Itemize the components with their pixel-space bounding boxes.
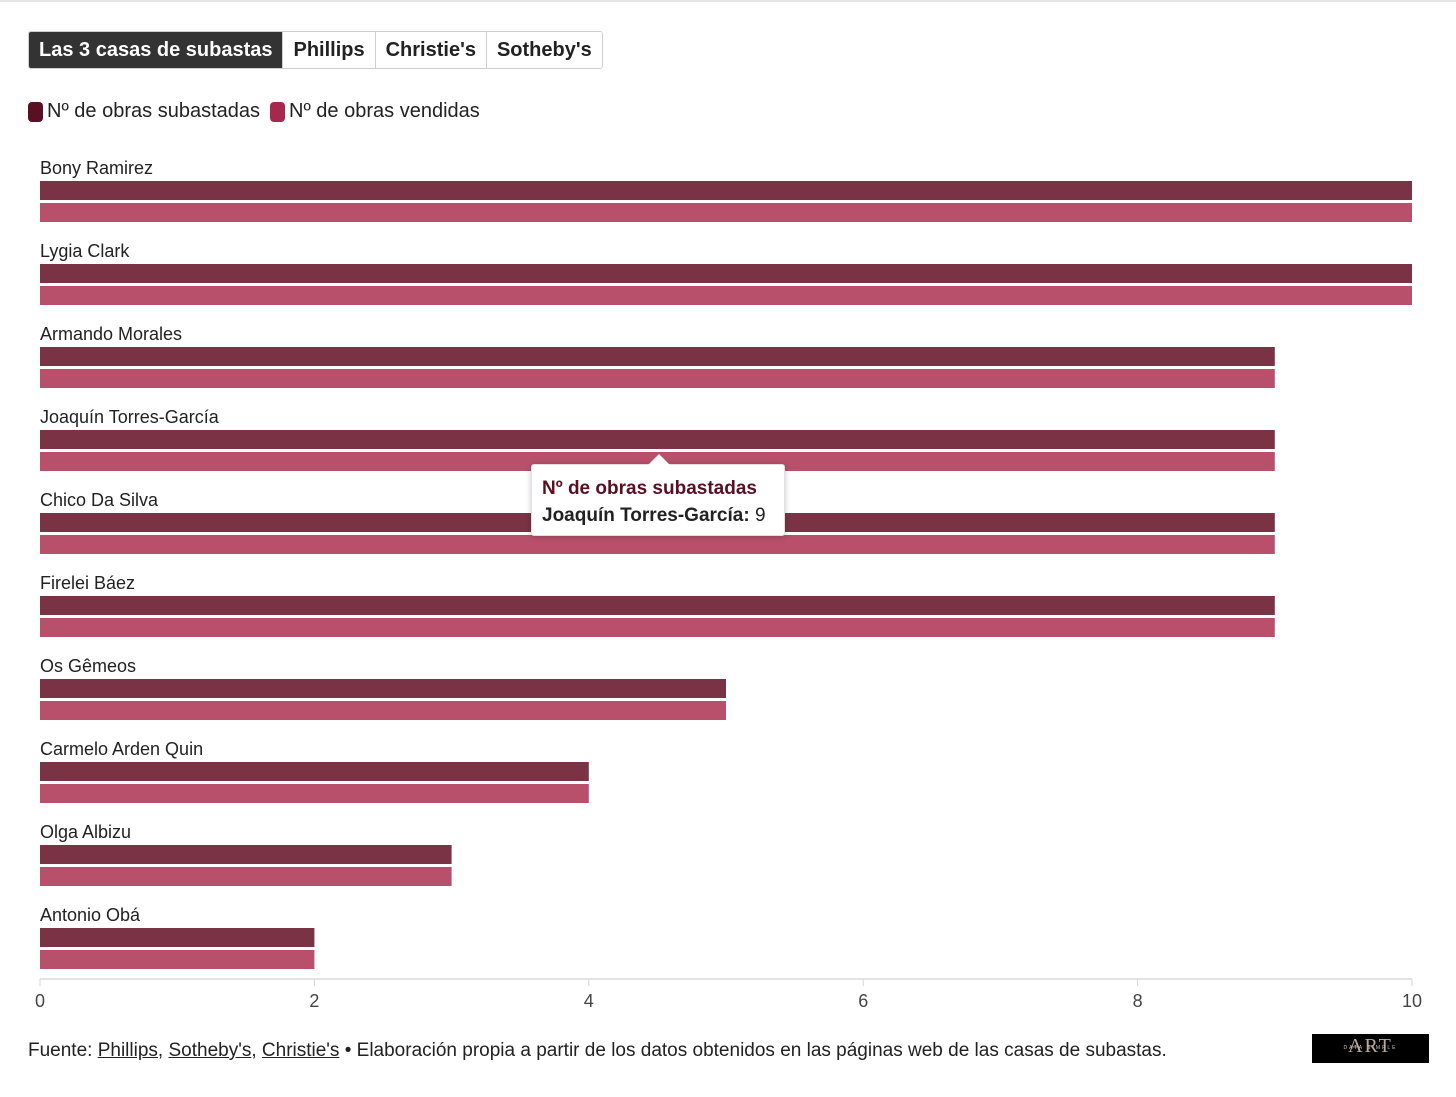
tab-bar: Las 3 casas de subastas Phillips Christi… [28, 31, 603, 69]
logo-sub-text: DATA SIMPLE [1343, 1045, 1398, 1051]
legend-swatch-subastadas [28, 101, 43, 122]
logo-main-text: ART [1348, 1035, 1393, 1057]
bar-chart: Bony Ramirez Lygia Clark Armando Morales Jo… [35, 158, 1422, 1011]
footer-separator: , [157, 1040, 164, 1061]
bar-vendidas-antonio-oba[interactable] [40, 950, 315, 969]
category-label-armando-morales: Armando Morales [40, 324, 182, 344]
category-label-bony-ramirez: Bony Ramirez [40, 158, 153, 178]
source-link-christies[interactable]: Christie's [261, 1040, 340, 1061]
tooltip-row: Joaquín Torres-García: 9 [542, 502, 774, 529]
category-label-os-gemeos: Os Gêmeos [40, 656, 136, 676]
bar-vendidas-os-gemeos[interactable] [40, 701, 726, 720]
bar-vendidas-olga-albizu[interactable] [40, 867, 452, 886]
legend-item-subastadas[interactable]: Nº de obras subastadas [28, 100, 260, 123]
category-label-chico-da-silva: Chico Da Silva [40, 490, 159, 510]
source-footer: Fuente: Phillips, Sotheby's, Christie's … [28, 1040, 1167, 1062]
category-label-joaquin-torres-garcia: Joaquín Torres-García [40, 407, 220, 427]
legend-swatch-vendidas [270, 101, 285, 122]
x-tick-label-8: 8 [1133, 991, 1143, 1011]
tab-phillips[interactable]: Phillips [282, 32, 375, 68]
x-tick-label-4: 4 [584, 991, 594, 1011]
footer-text: • Elaboración propia a partir de los dat… [344, 1040, 1167, 1061]
legend-label-subastadas: Nº de obras subastadas [47, 100, 260, 122]
bar-subastadas-os-gemeos[interactable] [40, 679, 726, 698]
x-tick-label-2: 2 [309, 991, 319, 1011]
bar-subastadas-antonio-oba[interactable] [40, 928, 315, 947]
category-label-olga-albizu: Olga Albizu [40, 822, 131, 842]
legend-item-vendidas[interactable]: Nº de obras vendidas [270, 100, 480, 123]
category-label-antonio-oba: Antonio Obá [40, 905, 141, 925]
tooltip-title: Nº de obras subastadas [542, 478, 757, 499]
tab-sothebys[interactable]: Sotheby's [485, 32, 602, 68]
bar-vendidas-chico-da-silva[interactable] [40, 535, 1275, 554]
bar-subastadas-firelei-baez[interactable] [40, 596, 1275, 615]
category-label-carmelo-arden-quin: Carmelo Arden Quin [40, 739, 203, 759]
bar-subastadas-armando-morales[interactable] [40, 347, 1275, 366]
x-tick-label-0: 0 [35, 991, 45, 1011]
tooltip-label: Joaquín Torres-García: [542, 505, 750, 526]
bar-vendidas-armando-morales[interactable] [40, 369, 1275, 388]
bar-subastadas-lygia-clark[interactable] [40, 264, 1412, 283]
bar-vendidas-carmelo-arden-quin[interactable] [40, 784, 589, 803]
footer-prefix: Fuente: [28, 1040, 93, 1061]
x-tick-label-6: 6 [858, 991, 868, 1011]
legend-label-vendidas: Nº de obras vendidas [289, 100, 480, 122]
category-label-lygia-clark: Lygia Clark [40, 241, 130, 261]
bar-vendidas-bony-ramirez[interactable] [40, 203, 1412, 222]
x-tick-label-10: 10 [1402, 991, 1422, 1011]
tab-christies[interactable]: Christie's [374, 32, 486, 68]
tooltip-value: 9 [754, 505, 766, 526]
bar-vendidas-firelei-baez[interactable] [40, 618, 1275, 637]
bar-subastadas-olga-albizu[interactable] [40, 845, 452, 864]
bar-subastadas-bony-ramirez[interactable] [40, 181, 1412, 200]
top-divider [0, 0, 1456, 2]
source-link-phillips[interactable]: Phillips [97, 1040, 158, 1061]
tooltip-arrow [648, 454, 670, 465]
chart-legend: Nº de obras subastadas Nº de obras vendi… [28, 100, 490, 123]
tab-las-3-casas[interactable]: Las 3 casas de subastas [29, 32, 283, 68]
footer-separator: , [251, 1040, 257, 1061]
brand-logo: ART DATA SIMPLE [1312, 1034, 1429, 1063]
category-label-firelei-baez: Firelei Báez [40, 573, 135, 593]
bar-vendidas-lygia-clark[interactable] [40, 286, 1412, 305]
bar-subastadas-joaquin-torres-garcia[interactable] [40, 430, 1275, 449]
chart-tooltip: Nº de obras subastadas Joaquín Torres-Ga… [531, 454, 785, 536]
bar-subastadas-carmelo-arden-quin[interactable] [40, 762, 589, 781]
source-link-sothebys[interactable]: Sotheby's [168, 1040, 252, 1061]
